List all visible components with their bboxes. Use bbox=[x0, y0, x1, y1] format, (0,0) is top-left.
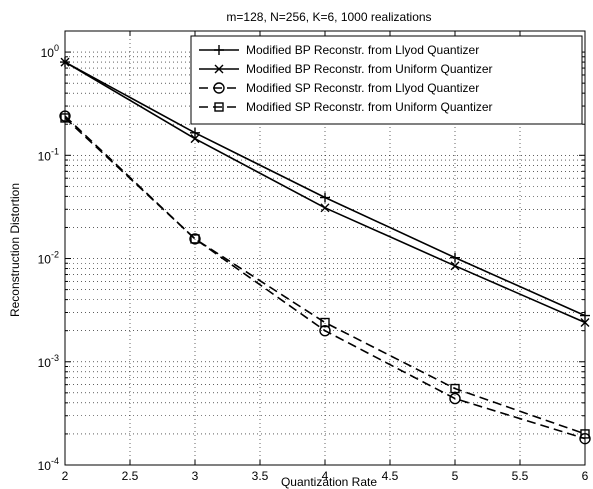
x-axis-label: Quantization Rate bbox=[281, 475, 377, 489]
y-tick-label: 100 bbox=[41, 43, 59, 60]
y-tick-label: 10-2 bbox=[38, 250, 59, 267]
data-point bbox=[190, 234, 200, 244]
x-tick-label: 3.5 bbox=[252, 469, 269, 483]
data-point bbox=[60, 113, 70, 123]
x-tick-label: 3 bbox=[192, 469, 199, 483]
y-tick-label: 10-4 bbox=[38, 456, 59, 473]
data-point bbox=[189, 233, 201, 245]
x-tick-label: 4.5 bbox=[382, 469, 399, 483]
axis-ticks: 2 2.5 3 3.5 4 4.5 5 5.5 6 10-4 10-3 10-2 10-1 100 bbox=[38, 31, 589, 483]
data-point bbox=[190, 134, 200, 144]
legend-marker bbox=[214, 45, 224, 55]
data-point bbox=[60, 57, 70, 67]
legend-marker bbox=[214, 64, 224, 74]
legend-marker bbox=[214, 102, 224, 112]
x-tick-label: 5 bbox=[452, 469, 459, 483]
legend-entry: Modified SP Reconstr. from Uniform Quant… bbox=[199, 100, 493, 114]
legend-label: Modified SP Reconstr. from Uniform Quant… bbox=[246, 100, 493, 114]
data-point bbox=[579, 432, 591, 445]
x-tick-label: 2.5 bbox=[122, 469, 139, 483]
x-tick-label: 5.5 bbox=[512, 469, 529, 483]
y-tick-label: 10-1 bbox=[38, 146, 59, 163]
data-point bbox=[580, 318, 590, 328]
legend: Modified BP Reconstr. from Llyod Quantiz… bbox=[190, 35, 583, 125]
legend-entry: Modified BP Reconstr. from Uniform Quant… bbox=[199, 62, 493, 76]
data-point bbox=[450, 261, 460, 271]
data-point bbox=[450, 252, 460, 263]
series-4 bbox=[60, 113, 590, 439]
legend-marker bbox=[213, 82, 225, 94]
data-point bbox=[450, 383, 460, 394]
chart-title: m=128, N=256, K=6, 1000 realizations bbox=[226, 10, 431, 24]
legend-label: Modified BP Reconstr. from Uniform Quant… bbox=[246, 62, 493, 76]
data-point bbox=[320, 317, 330, 328]
data-point bbox=[319, 324, 331, 337]
data-point bbox=[190, 127, 200, 138]
x-tick-label: 6 bbox=[582, 469, 589, 483]
x-tick-label: 4 bbox=[322, 469, 329, 483]
data-point bbox=[580, 429, 590, 439]
data-point bbox=[580, 310, 590, 321]
series-line bbox=[64, 117, 586, 435]
legend-entry: Modified BP Reconstr. from Llyod Quantiz… bbox=[199, 43, 479, 57]
legend-entry: Modified SP Reconstr. from Llyod Quantiz… bbox=[199, 81, 479, 95]
legend-label: Modified BP Reconstr. from Llyod Quantiz… bbox=[246, 43, 479, 57]
x-tick-label: 2 bbox=[62, 469, 69, 483]
data-point bbox=[59, 110, 71, 122]
legend-label: Modified SP Reconstr. from Llyod Quantiz… bbox=[246, 81, 479, 95]
series-2 bbox=[60, 57, 590, 328]
data-point bbox=[320, 203, 330, 213]
data-point bbox=[449, 392, 461, 405]
data-point bbox=[320, 192, 330, 203]
y-axis-label: Reconstruction Distortion bbox=[8, 183, 22, 317]
y-tick-label: 10-3 bbox=[38, 353, 59, 370]
legend-box bbox=[190, 35, 583, 125]
series-group bbox=[59, 57, 591, 445]
